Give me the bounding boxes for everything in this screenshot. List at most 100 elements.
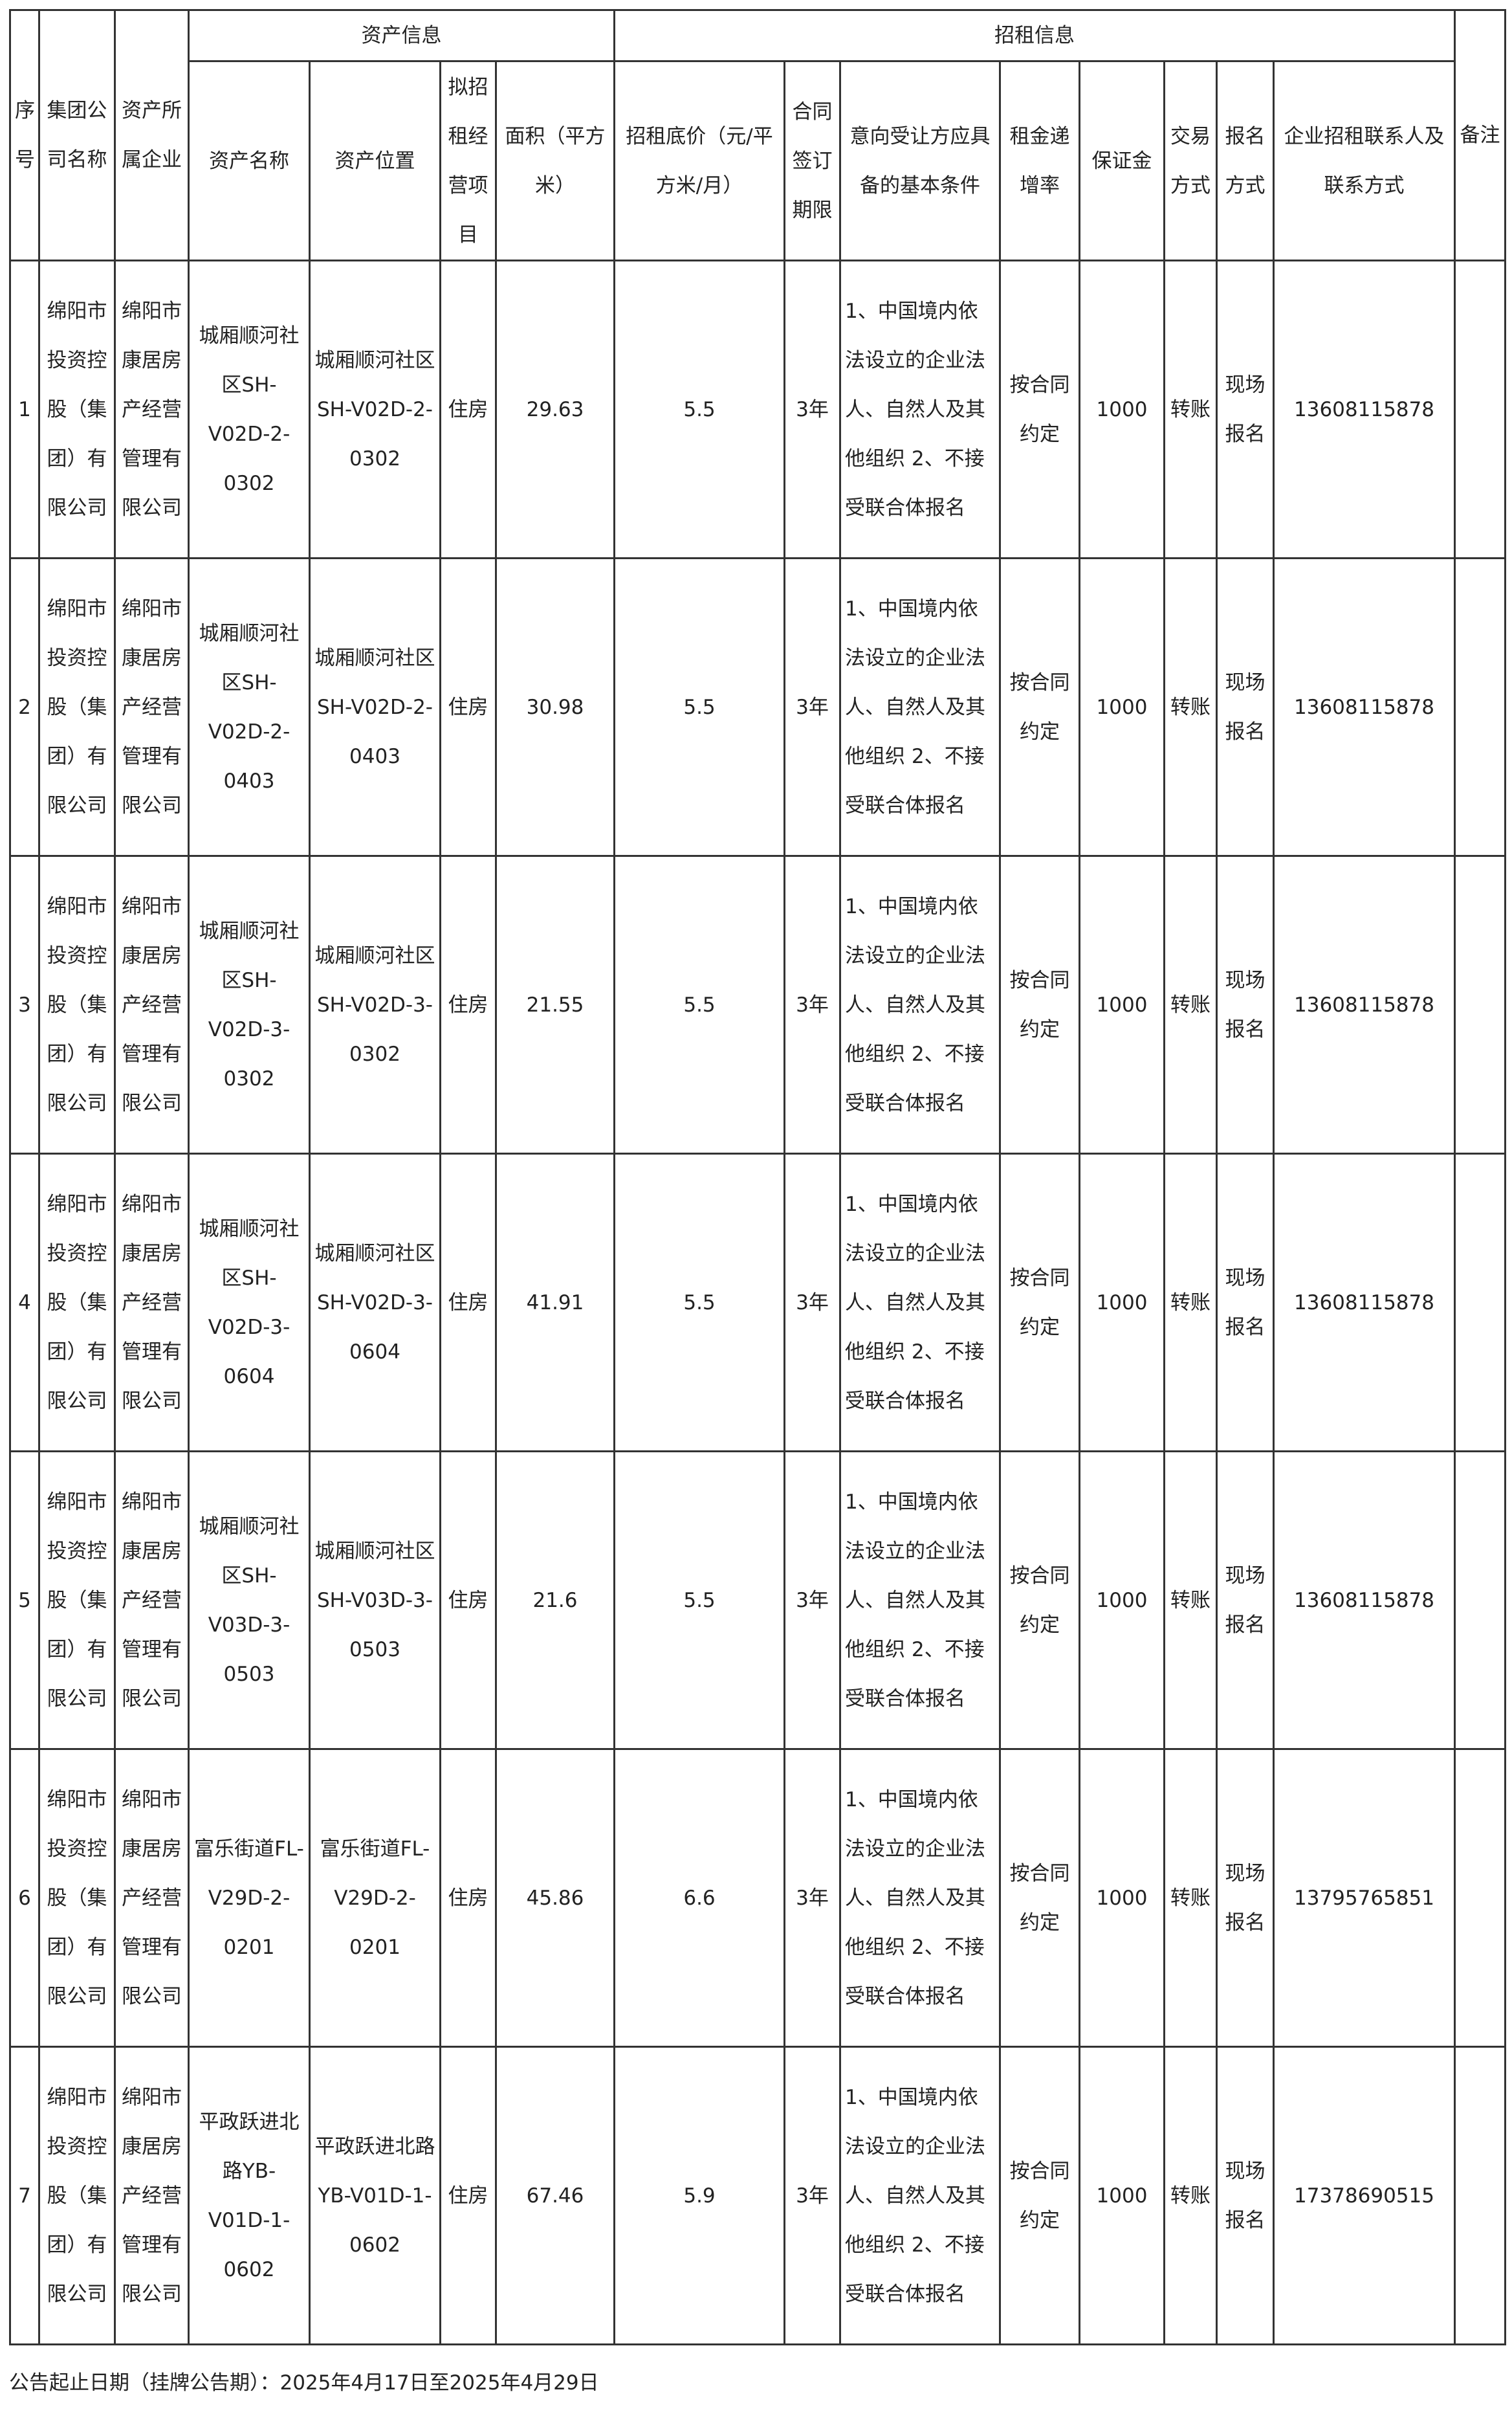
cell-no: 6 (9, 1748, 40, 2048)
cell-no: 5 (9, 1450, 40, 1750)
cell-deposit: 1000 (1079, 2046, 1165, 2345)
col-header-deposit: 保证金 (1079, 60, 1165, 261)
cell-term: 3年 (783, 1748, 841, 2048)
cell-location: 城厢顺河社区SH-V02D-3-0604 (309, 1153, 441, 1452)
cell-rate: 按合同约定 (999, 1450, 1080, 1750)
table-row: 6 绵阳市投资控股（集团）有限公司 绵阳市康居房产经营管理有限公司 富乐街道FL-V2… (9, 1748, 1506, 2048)
cell-use: 住房 (439, 1748, 497, 2048)
cell-use: 住房 (439, 557, 497, 857)
cell-area: 29.63 (495, 260, 615, 559)
table-row: 1 绵阳市投资控股（集团）有限公司 绵阳市康居房产经营管理有限公司 城厢顺河社区SH-… (9, 260, 1506, 559)
cell-use: 住房 (439, 2046, 497, 2345)
cell-term: 3年 (783, 2046, 841, 2345)
cell-owner: 绵阳市康居房产经营管理有限公司 (114, 1748, 190, 2048)
cell-group: 绵阳市投资控股（集团）有限公司 (38, 2046, 116, 2345)
col-header-note: 备注 (1454, 9, 1506, 261)
cell-note (1454, 1153, 1506, 1452)
col-header-asset-name: 资产名称 (188, 60, 311, 261)
table-row: 5 绵阳市投资控股（集团）有限公司 绵阳市康居房产经营管理有限公司 城厢顺河社区SH-… (9, 1450, 1506, 1750)
cell-contact: 13608115878 (1273, 557, 1456, 857)
cell-area: 41.91 (495, 1153, 615, 1452)
cell-name: 城厢顺河社区SH-V02D-3-0604 (188, 1153, 311, 1452)
col-header-trade-method: 交易方式 (1163, 60, 1218, 261)
cell-rate: 按合同约定 (999, 260, 1080, 559)
cell-trade: 转账 (1163, 1748, 1218, 2048)
cell-signup: 现场报名 (1216, 260, 1275, 559)
cell-area: 45.86 (495, 1748, 615, 2048)
cell-contact: 17378690515 (1273, 2046, 1456, 2345)
cell-rate: 按合同约定 (999, 557, 1080, 857)
cell-owner: 绵阳市康居房产经营管理有限公司 (114, 557, 190, 857)
cell-group: 绵阳市投资控股（集团）有限公司 (38, 1450, 116, 1750)
cell-rate: 按合同约定 (999, 1748, 1080, 2048)
cell-owner: 绵阳市康居房产经营管理有限公司 (114, 855, 190, 1155)
cell-trade: 转账 (1163, 260, 1218, 559)
cell-location: 平政跃进北路YB-V01D-1-0602 (309, 2046, 441, 2345)
col-header-term: 合同签订期限 (783, 60, 841, 261)
cell-group: 绵阳市投资控股（集团）有限公司 (38, 260, 116, 559)
cell-term: 3年 (783, 557, 841, 857)
cell-area: 67.46 (495, 2046, 615, 2345)
cell-group: 绵阳市投资控股（集团）有限公司 (38, 855, 116, 1155)
col-header-asset-location: 资产位置 (309, 60, 441, 261)
cell-term: 3年 (783, 855, 841, 1155)
cell-trade: 转账 (1163, 557, 1218, 857)
cell-price: 5.9 (613, 2046, 785, 2345)
cell-contact: 13608115878 (1273, 1153, 1456, 1452)
col-header-base-price: 招租底价（元/平方米/月） (613, 60, 785, 261)
cell-owner: 绵阳市康居房产经营管理有限公司 (114, 1153, 190, 1452)
col-header-group: 集团公司名称 (38, 9, 116, 261)
col-header-owner: 资产所属企业 (114, 9, 190, 261)
cell-use: 住房 (439, 1450, 497, 1750)
group-header-lease: 招租信息 (613, 9, 1456, 62)
cell-signup: 现场报名 (1216, 1450, 1275, 1750)
cell-term: 3年 (783, 1153, 841, 1452)
cell-name: 城厢顺河社区SH-V03D-3-0503 (188, 1450, 311, 1750)
cell-rate: 按合同约定 (999, 2046, 1080, 2345)
cell-name: 富乐街道FL-V29D-2-0201 (188, 1748, 311, 2048)
cell-owner: 绵阳市康居房产经营管理有限公司 (114, 1450, 190, 1750)
cell-no: 2 (9, 557, 40, 857)
cell-note (1454, 260, 1506, 559)
cell-signup: 现场报名 (1216, 1748, 1275, 2048)
lease-table: 序号 集团公司名称 资产所属企业 资产信息 招租信息 备注 资产名称 资产位置 拟招… (9, 9, 1506, 2345)
table-row: 4 绵阳市投资控股（集团）有限公司 绵阳市康居房产经营管理有限公司 城厢顺河社区SH-… (9, 1153, 1506, 1452)
cell-cond: 1、中国境内依法设立的企业法人、自然人及其他组织 2、不接受联合体报名 (839, 1748, 1001, 2048)
cell-price: 5.5 (613, 855, 785, 1155)
cell-use: 住房 (439, 855, 497, 1155)
cell-name: 平政跃进北路YB-V01D-1-0602 (188, 2046, 311, 2345)
cell-no: 7 (9, 2046, 40, 2345)
col-header-conditions: 意向受让方应具备的基本条件 (839, 60, 1001, 261)
cell-name: 城厢顺河社区SH-V02D-2-0403 (188, 557, 311, 857)
cell-cond: 1、中国境内依法设立的企业法人、自然人及其他组织 2、不接受联合体报名 (839, 855, 1001, 1155)
cell-location: 城厢顺河社区SH-V02D-3-0302 (309, 855, 441, 1155)
cell-name: 城厢顺河社区SH-V02D-2-0302 (188, 260, 311, 559)
cell-signup: 现场报名 (1216, 2046, 1275, 2345)
cell-price: 5.5 (613, 1450, 785, 1750)
cell-area: 21.55 (495, 855, 615, 1155)
cell-term: 3年 (783, 1450, 841, 1750)
table-row: 3 绵阳市投资控股（集团）有限公司 绵阳市康居房产经营管理有限公司 城厢顺河社区SH-… (9, 855, 1506, 1155)
cell-cond: 1、中国境内依法设立的企业法人、自然人及其他组织 2、不接受联合体报名 (839, 1153, 1001, 1452)
cell-rate: 按合同约定 (999, 855, 1080, 1155)
cell-deposit: 1000 (1079, 1748, 1165, 2048)
col-header-signup-method: 报名方式 (1216, 60, 1275, 261)
cell-note (1454, 557, 1506, 857)
cell-deposit: 1000 (1079, 1450, 1165, 1750)
cell-no: 4 (9, 1153, 40, 1452)
cell-owner: 绵阳市康居房产经营管理有限公司 (114, 260, 190, 559)
cell-note (1454, 2046, 1506, 2345)
cell-location: 城厢顺河社区SH-V03D-3-0503 (309, 1450, 441, 1750)
cell-group: 绵阳市投资控股（集团）有限公司 (38, 557, 116, 857)
cell-cond: 1、中国境内依法设立的企业法人、自然人及其他组织 2、不接受联合体报名 (839, 1450, 1001, 1750)
col-header-no: 序号 (9, 9, 40, 261)
cell-area: 30.98 (495, 557, 615, 857)
table-row: 2 绵阳市投资控股（集团）有限公司 绵阳市康居房产经营管理有限公司 城厢顺河社区SH-… (9, 557, 1506, 857)
cell-note (1454, 855, 1506, 1155)
cell-location: 城厢顺河社区SH-V02D-2-0302 (309, 260, 441, 559)
cell-cond: 1、中国境内依法设立的企业法人、自然人及其他组织 2、不接受联合体报名 (839, 557, 1001, 857)
cell-note (1454, 1748, 1506, 2048)
table-row: 7 绵阳市投资控股（集团）有限公司 绵阳市康居房产经营管理有限公司 平政跃进北路YB-… (9, 2046, 1506, 2345)
cell-deposit: 1000 (1079, 557, 1165, 857)
cell-contact: 13608115878 (1273, 260, 1456, 559)
